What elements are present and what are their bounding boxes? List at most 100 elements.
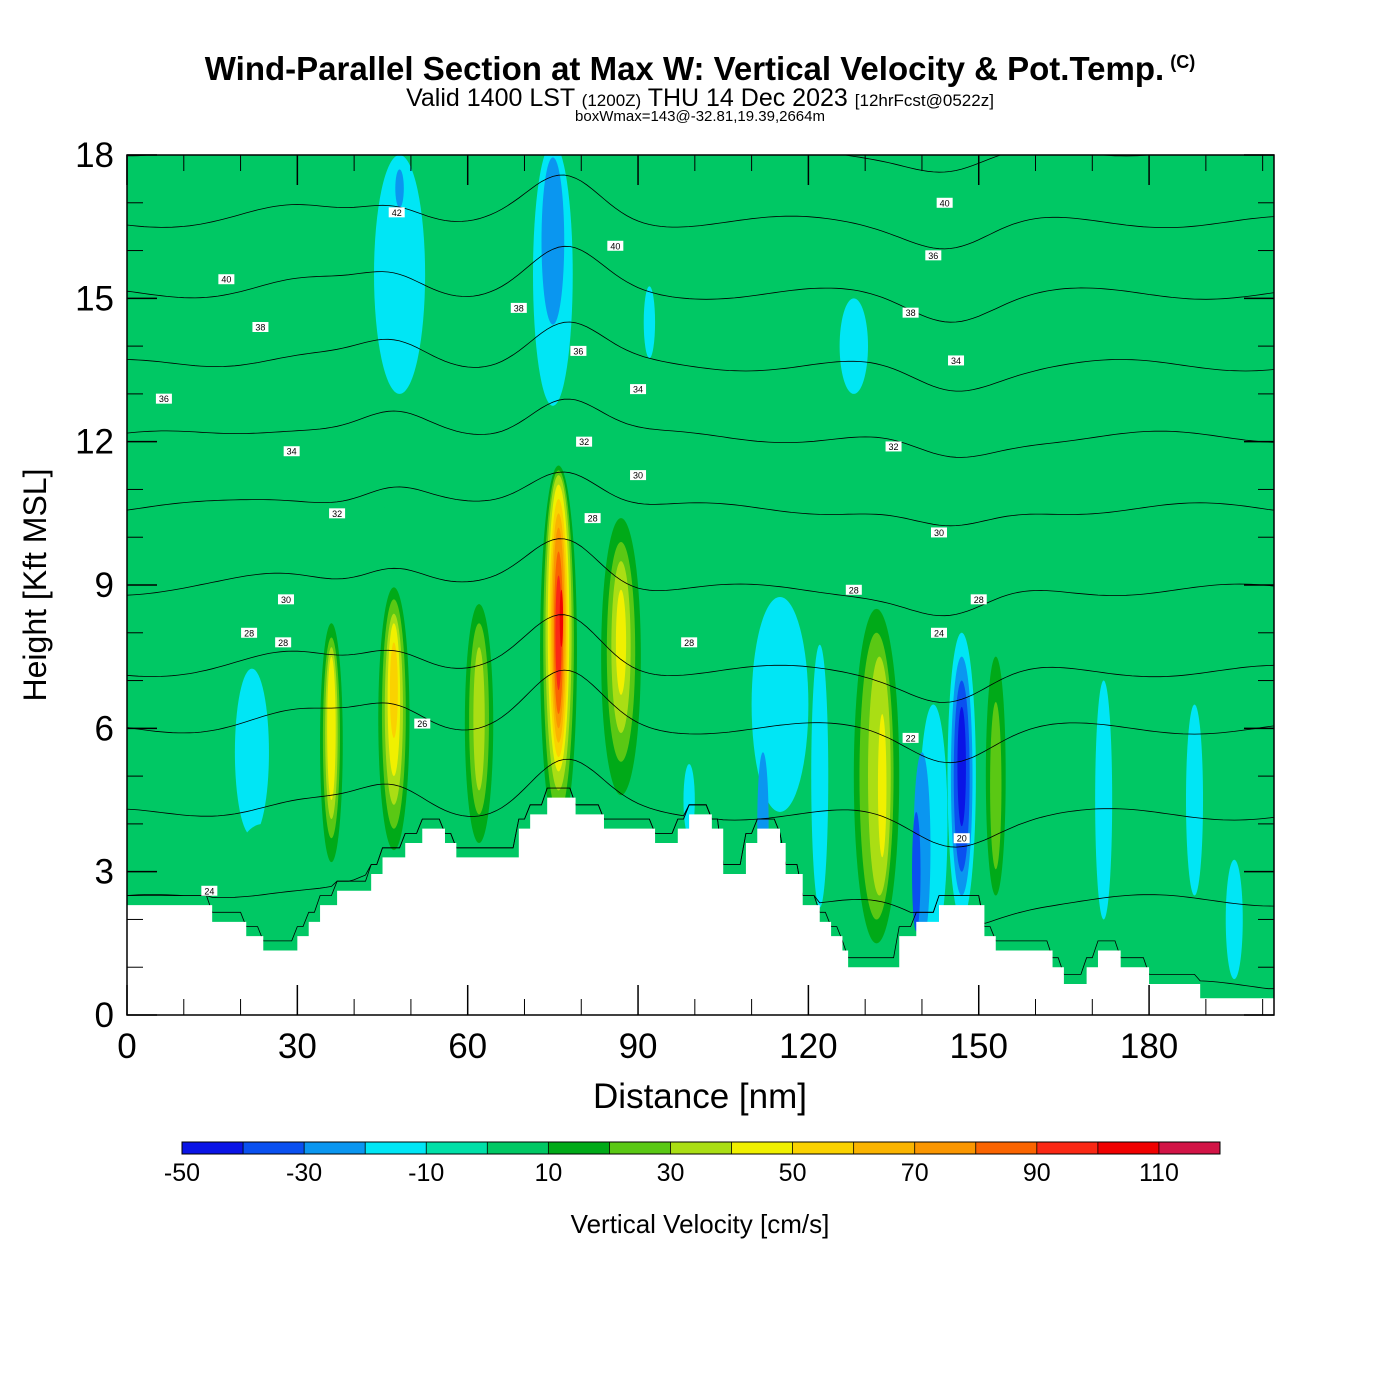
contour-label-text: 36 (159, 394, 169, 404)
contour-label-text: 28 (849, 585, 859, 595)
velocity-cell-31 (389, 642, 398, 738)
contour-label-box (885, 441, 902, 452)
contour-label-box (218, 274, 235, 285)
chart-subtitle: Valid 1400 LST (1200Z) THU 14 Dec 2023 [… (0, 84, 1400, 113)
contour-label-text: 36 (573, 346, 583, 356)
x-tick-label-0: 0 (117, 1027, 136, 1066)
colorbar-swatch-12 (914, 1142, 977, 1154)
velocity-cell-12 (990, 358, 1002, 430)
subtitle-utc: (1200Z) (581, 91, 642, 110)
contour-label-box (275, 637, 292, 648)
x-tick-label-150: 150 (950, 1027, 1008, 1066)
contour-label-8: 36 (570, 345, 587, 356)
contour-label-text: 38 (906, 308, 916, 318)
colorbar-tick-label-30: 30 (657, 1159, 685, 1187)
velocity-cell-35 (473, 647, 485, 791)
contour-label-box (936, 197, 953, 208)
contour-label-box (930, 527, 947, 538)
contour-label-text: 42 (392, 208, 402, 218)
velocity-cell-51 (615, 589, 627, 695)
velocity-cell-75 (1146, 656, 1164, 896)
contour-label-text: 30 (281, 595, 291, 605)
velocity-cell-56 (811, 644, 829, 908)
contour-label-text: 38 (514, 303, 524, 313)
velocity-cell-72 (1032, 680, 1050, 872)
x-axis-label: Distance [nm] (593, 1077, 807, 1116)
contour-label-text: 26 (417, 719, 427, 729)
theta-contour-24 (127, 758, 1274, 848)
contour-label-text: 40 (940, 198, 950, 208)
contour-label-box (252, 322, 269, 332)
velocity-cell-46 (559, 589, 564, 648)
x-tick-label-90: 90 (619, 1027, 658, 1066)
colorbar-swatch-6 (548, 1142, 610, 1154)
contour-label-text: 38 (255, 323, 265, 333)
colorbar-swatch-15 (1097, 1142, 1160, 1154)
theta-contour-38 (127, 245, 1274, 323)
colorbar-tick-label-110: 110 (1139, 1159, 1179, 1187)
velocity-cell-3 (288, 155, 306, 299)
y-tick-label-3: 3 (95, 853, 114, 892)
contour-label-text: 28 (684, 638, 694, 648)
contour-label-text: 32 (889, 442, 899, 452)
velocity-cell-15 (1137, 465, 1184, 657)
chart-title-text: Wind-Parallel Section at Max W: Vertical… (204, 50, 1165, 87)
contour-label-box (902, 732, 919, 743)
colorbar-tick-label--10: -10 (408, 1159, 444, 1187)
contour-label-12: 34 (948, 355, 965, 366)
contour-label-22: 28 (845, 584, 862, 595)
velocity-cell-25 (327, 656, 336, 800)
contour-label-box (201, 885, 218, 896)
colorbar-tick-label--50: -50 (164, 1159, 200, 1187)
velocity-cell-73 (1061, 680, 1079, 968)
contour-label-box (277, 594, 294, 605)
contour-label-box (155, 393, 172, 404)
colorbar-frame (181, 1141, 1221, 1155)
contour-label-box (902, 307, 919, 318)
colorbar-tick-label-50: 50 (779, 1159, 807, 1187)
y-tick-label-18: 18 (75, 136, 114, 175)
velocity-cell-2 (226, 274, 244, 466)
subtitle-forecast: [12hrFcst@0522z] (854, 91, 994, 110)
theta-contour-36 (127, 321, 1274, 392)
colorbar-swatch-2 (304, 1142, 366, 1154)
contour-label-text: 22 (906, 733, 916, 743)
contour-label-box (570, 345, 587, 356)
theta-contour-32 (127, 471, 1274, 527)
theta-contour-30 (127, 538, 1274, 617)
subtitle-valid: Valid 1400 LST (406, 84, 575, 112)
y-tick-label-15: 15 (75, 279, 114, 318)
contour-label-text: 28 (974, 595, 984, 605)
theta-contours (127, 155, 1274, 990)
colorbar-swatch-11 (853, 1142, 916, 1154)
plot-area: 42 40 40 40 38 38 36 36 36 38 34 34 34 32 32 32 30 30 30 28… (127, 155, 1274, 1015)
contour-label-text: 36 (928, 251, 938, 261)
contour-label-text: 24 (204, 886, 214, 896)
contour-label-text: 28 (278, 638, 288, 648)
contour-label-13: 32 (329, 508, 346, 519)
colorbar-swatch-4 (426, 1142, 488, 1154)
contour-label-box (948, 355, 965, 366)
contour-label-text: 30 (934, 528, 944, 538)
contour-label-17: 30 (277, 594, 294, 605)
contour-label-text: 34 (287, 447, 297, 457)
contour-label-15: 32 (885, 441, 902, 452)
y-tick-label-6: 6 (95, 709, 114, 748)
contour-label-box (576, 436, 593, 447)
contour-label-box (930, 627, 947, 638)
contour-label-box (681, 637, 698, 648)
colorbar-swatch-0 (182, 1142, 244, 1154)
contour-label-text: 20 (957, 834, 967, 844)
contour-label-26: 24 (930, 627, 947, 638)
contour-label-2: 40 (607, 240, 624, 251)
contour-label-23: 28 (970, 594, 987, 605)
contour-label-text: 40 (221, 275, 231, 285)
contour-label-text: 28 (244, 628, 254, 638)
theta-contour-28 (127, 614, 1274, 703)
colorbar-swatch-9 (731, 1142, 794, 1154)
contour-label-text: 34 (633, 385, 643, 395)
contour-label-box (630, 384, 647, 395)
velocity-cell-19 (234, 668, 269, 836)
